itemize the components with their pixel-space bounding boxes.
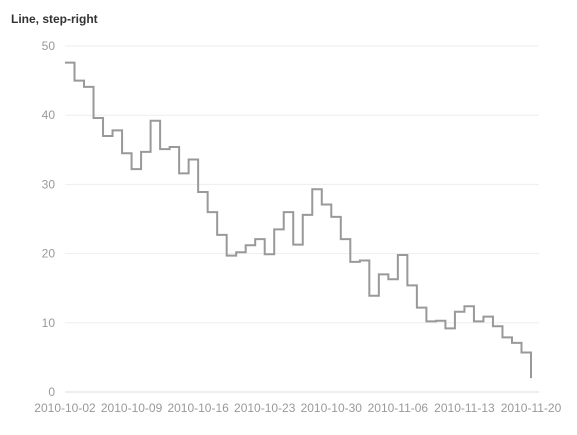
x-tick-label: 2010-11-13	[434, 401, 495, 415]
x-tick-label: 2010-10-30	[301, 401, 363, 415]
y-tick-label: 40	[42, 108, 56, 122]
x-tick-label: 2010-10-09	[101, 401, 163, 415]
y-tick-label: 50	[42, 39, 56, 53]
y-tick-label: 10	[42, 316, 56, 330]
x-tick-label: 2010-11-20	[501, 401, 562, 415]
x-tick-label: 2010-10-23	[234, 401, 296, 415]
y-tick-label: 20	[42, 247, 56, 261]
series-line	[65, 61, 532, 379]
y-tick-label: 0	[48, 385, 55, 399]
x-tick-label: 2010-10-16	[167, 401, 229, 415]
chart-title: Line, step-right	[11, 12, 98, 26]
x-tick-label: 2010-10-02	[34, 401, 96, 415]
y-tick-label: 30	[42, 177, 56, 191]
x-tick-label: 2010-11-06	[368, 401, 429, 415]
